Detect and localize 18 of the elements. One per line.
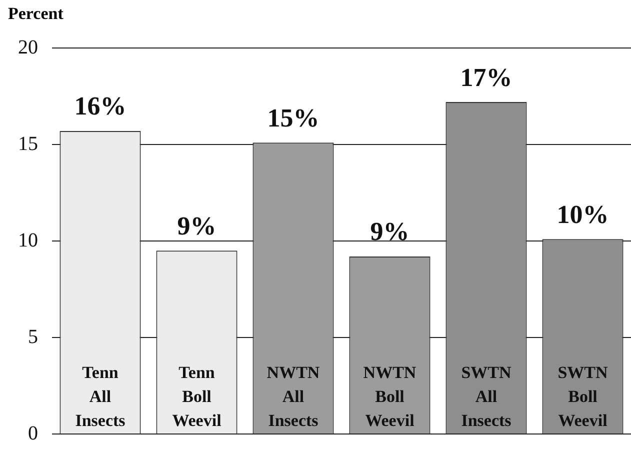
x-tick-label: Tenn Boll Weevil [172,362,222,430]
y-tick-label: 10 [18,229,38,252]
y-tick-label: 15 [18,132,38,155]
data-label: 17% [460,62,512,92]
x-tick-label: SWTN Boll Weevil [558,362,609,430]
data-label: 10% [556,200,609,229]
x-tick-label: NWTN All Insects [266,362,320,430]
y-tick-label: 5 [28,326,38,348]
data-label: 16% [74,92,126,121]
x-tick-label: Tenn All Insects [75,362,126,430]
data-label: 15% [267,103,320,132]
y-tick-label: 20 [18,36,38,58]
data-label: 9% [370,217,410,246]
data-label: 9% [177,211,216,240]
y-tick-label: 0 [28,422,38,444]
y-axis-title: Percent [8,4,64,24]
x-tick-label: NWTN Boll Weevil [363,362,417,430]
x-tick-label: SWTN All Insects [461,362,512,430]
